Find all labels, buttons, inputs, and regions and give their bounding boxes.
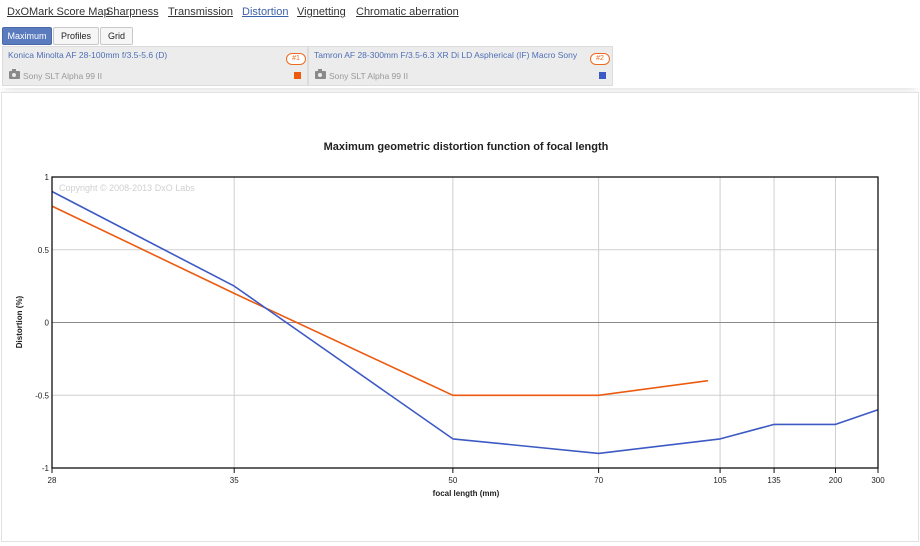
lens-index-badge: #2 <box>590 53 610 65</box>
tab-sharpness[interactable]: Sharpness <box>106 6 159 18</box>
tab-transmission[interactable]: Transmission <box>168 6 233 18</box>
y-tick-label: -1 <box>42 464 50 473</box>
chart-card: Maximum geometric distortion function of… <box>1 92 919 542</box>
camera-icon <box>9 69 20 79</box>
x-tick-label: 105 <box>713 476 727 485</box>
lens-name[interactable]: Konica Minolta AF 28-100mm f/3.5-5.6 (D) <box>8 50 168 60</box>
metric-tabs: DxOMark Score Map Sharpness Transmission… <box>0 0 920 25</box>
x-tick-label: 135 <box>767 476 781 485</box>
y-tick-label: -0.5 <box>35 391 49 400</box>
y-tick-label: 0.5 <box>38 246 50 255</box>
maximum-view-button[interactable]: Maximum <box>2 27 52 45</box>
chart-title: Maximum geometric distortion function of… <box>324 141 609 153</box>
lens-name[interactable]: Tamron AF 28-300mm F/3.5-6.3 XR Di LD As… <box>314 50 578 60</box>
lens-card-1[interactable]: Konica Minolta AF 28-100mm f/3.5-5.6 (D)… <box>2 46 308 86</box>
tab-dxomark-score-map[interactable]: DxOMark Score Map <box>7 6 110 18</box>
tab-vignetting[interactable]: Vignetting <box>297 6 346 18</box>
series-line-2 <box>51 190 879 455</box>
y-tick-label: 0 <box>45 319 50 328</box>
lens-index-badge: #1 <box>286 53 306 65</box>
x-tick-label: 28 <box>48 476 57 485</box>
series-line-1 <box>51 205 709 397</box>
x-tick-label: 200 <box>829 476 843 485</box>
grid-view-button[interactable]: Grid <box>100 27 133 45</box>
x-tick-label: 70 <box>594 476 603 485</box>
plot-frame <box>51 176 879 469</box>
y-tick-label: 1 <box>45 173 50 182</box>
copyright-watermark: Copyright © 2008-2013 DxO Labs <box>59 183 195 193</box>
tab-distortion[interactable]: Distortion <box>242 6 289 18</box>
camera-icon <box>315 69 326 79</box>
camera-name: Sony SLT Alpha 99 II <box>23 71 103 81</box>
x-tick-label: 35 <box>230 476 239 485</box>
series-color-swatch <box>294 72 301 79</box>
lens-card-2[interactable]: Tamron AF 28-300mm F/3.5-6.3 XR Di LD As… <box>308 46 613 86</box>
x-tick-label: 300 <box>871 476 885 485</box>
series-color-swatch <box>599 72 606 79</box>
profiles-view-button[interactable]: Profiles <box>53 27 99 45</box>
x-tick-label: 50 <box>448 476 457 485</box>
tab-chromatic-aberration[interactable]: Chromatic aberration <box>356 6 459 18</box>
distortion-chart: Maximum geometric distortion function of… <box>15 141 885 498</box>
y-axis-label: Distortion (%) <box>15 295 24 348</box>
x-axis-label: focal length (mm) <box>433 489 500 498</box>
camera-name: Sony SLT Alpha 99 II <box>329 71 409 81</box>
lens-comparison-panel: Maximum Profiles Grid Konica Minolta AF … <box>0 24 920 88</box>
